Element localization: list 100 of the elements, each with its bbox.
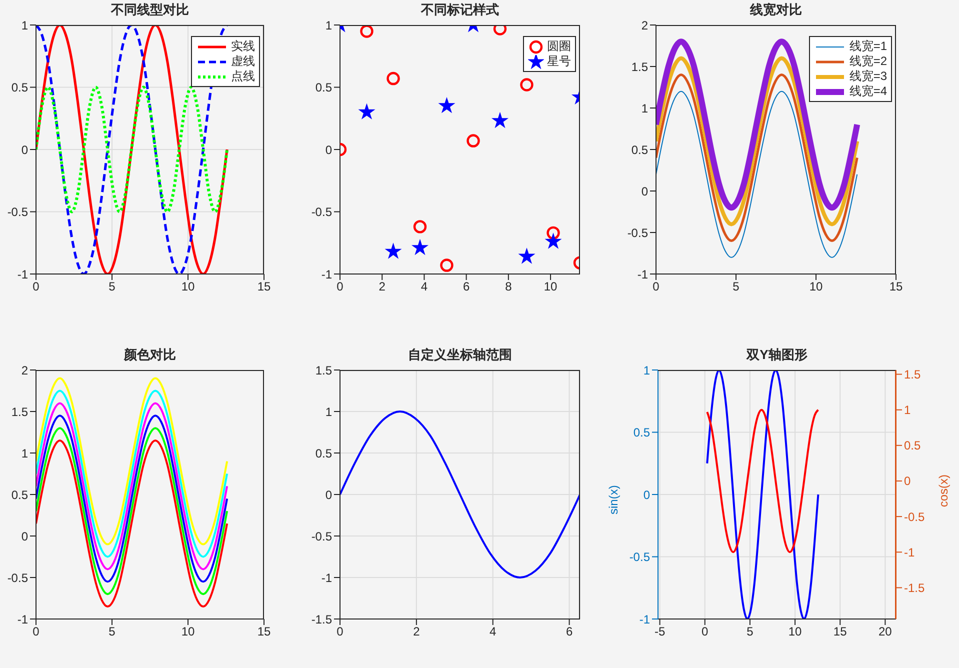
y-tick-label: 0.5 bbox=[315, 80, 332, 95]
x-tick-label: 15 bbox=[257, 280, 271, 294]
point bbox=[520, 78, 534, 92]
y-tick-label: 0 bbox=[21, 529, 28, 544]
legend-label: 线宽=3 bbox=[849, 69, 887, 84]
line-series bbox=[340, 410, 580, 578]
y-tick-label: 0 bbox=[643, 488, 650, 502]
x-tick-label: 0 bbox=[336, 624, 344, 639]
x-tick-label: 20 bbox=[878, 624, 892, 639]
x-tick-label: 15 bbox=[889, 280, 903, 294]
y2-tick-label: 1.5 bbox=[904, 368, 922, 382]
x-tick-label: 5 bbox=[108, 280, 116, 294]
x-tick-label: 0 bbox=[336, 280, 344, 294]
y-tick-label: 1.5 bbox=[11, 404, 28, 419]
point bbox=[493, 25, 507, 36]
legend-label: 线宽=4 bbox=[849, 84, 887, 99]
point bbox=[413, 220, 427, 234]
y-tick-label: -1 bbox=[17, 267, 28, 282]
chart-title: 不同线型对比 bbox=[110, 1, 190, 19]
line-series bbox=[656, 56, 860, 226]
y-tick-label: -0.5 bbox=[311, 205, 332, 220]
x-tick-label: 10 bbox=[788, 624, 802, 639]
x-tick-label: 15 bbox=[833, 624, 848, 639]
y-axis-title: sin(x) bbox=[606, 485, 620, 514]
legend-label: 虚线 bbox=[231, 54, 255, 69]
y2-axis-title: cos(x) bbox=[936, 474, 950, 508]
x-tick-label: -5 bbox=[654, 624, 666, 639]
point bbox=[466, 134, 480, 148]
x-tick-label: 6 bbox=[462, 280, 470, 294]
x-tick-label: 5 bbox=[732, 280, 740, 294]
x-tick-label: 10 bbox=[181, 624, 195, 639]
legend-label: 线宽=1 bbox=[849, 39, 887, 54]
point bbox=[384, 242, 402, 259]
point bbox=[438, 96, 456, 114]
x-tick-label: 4 bbox=[490, 624, 497, 639]
y-tick-label: -0.5 bbox=[629, 550, 650, 564]
y-tick-label: 0 bbox=[325, 142, 332, 157]
y-tick-label: -1 bbox=[637, 267, 648, 282]
y-tick-label: 1 bbox=[325, 18, 332, 32]
line-series bbox=[36, 86, 229, 214]
point bbox=[518, 248, 536, 264]
x-tick-label: 4 bbox=[420, 280, 428, 294]
y-tick-label: 0.5 bbox=[11, 80, 28, 95]
y-tick-label: -1 bbox=[639, 612, 650, 626]
y2-tick-label: -1.5 bbox=[904, 580, 926, 595]
y2-tick-label: 1 bbox=[904, 403, 911, 418]
y2-tick-label: 0 bbox=[904, 474, 911, 488]
chart-title: 线宽对比 bbox=[748, 1, 803, 19]
line-series bbox=[706, 370, 820, 619]
y-tick-label: 1 bbox=[21, 18, 28, 32]
y-tick-label: 1.5 bbox=[631, 60, 648, 74]
y-tick-label: 0 bbox=[325, 488, 332, 502]
x-tick-label: 10 bbox=[181, 280, 195, 294]
y-tick-label: -1.5 bbox=[311, 612, 332, 626]
y-tick-label: 0.5 bbox=[631, 142, 648, 157]
y-tick-label: -1 bbox=[321, 267, 332, 282]
y2-tick-label: 0.5 bbox=[904, 438, 922, 453]
y-tick-label: 1 bbox=[643, 363, 650, 378]
point bbox=[440, 258, 454, 272]
y-tick-label: 0.5 bbox=[633, 426, 650, 440]
y-tick-label: -0.5 bbox=[7, 205, 28, 220]
y-tick-label: -1 bbox=[17, 612, 28, 626]
chart-title: 自定义坐标轴范围 bbox=[407, 346, 513, 364]
x-tick-label: 5 bbox=[746, 624, 754, 639]
x-tick-label: 15 bbox=[257, 624, 271, 639]
x-tick-label: 0 bbox=[702, 624, 709, 639]
x-tick-label: 10 bbox=[809, 280, 823, 294]
chart-title: 双Y轴图形 bbox=[745, 346, 808, 364]
legend-label: 线宽=2 bbox=[849, 54, 887, 69]
y-tick-label: -0.5 bbox=[627, 226, 648, 240]
x-tick-label: 2 bbox=[413, 624, 420, 639]
point bbox=[544, 232, 562, 249]
legend-label: 星号 bbox=[547, 54, 571, 69]
y-tick-label: 2 bbox=[641, 18, 648, 32]
x-tick-label: 2 bbox=[378, 280, 386, 294]
y-tick-label: 2 bbox=[21, 363, 28, 378]
x-tick-label: 5 bbox=[108, 624, 116, 639]
line-series bbox=[706, 408, 820, 554]
legend-label: 点线 bbox=[231, 69, 255, 84]
y-tick-label: 1.5 bbox=[315, 363, 332, 378]
legend-label: 圆圈 bbox=[547, 39, 571, 54]
legend-label: 实线 bbox=[231, 39, 255, 54]
x-tick-label: 10 bbox=[544, 280, 558, 294]
chart-title: 颜色对比 bbox=[122, 346, 177, 364]
y-tick-label: -1 bbox=[321, 570, 332, 585]
y2-tick-label: -0.5 bbox=[904, 510, 926, 524]
point bbox=[546, 226, 560, 240]
point bbox=[386, 72, 400, 86]
x-tick-label: 0 bbox=[32, 280, 40, 294]
x-tick-label: 8 bbox=[505, 280, 512, 294]
y-tick-label: 0 bbox=[641, 184, 648, 198]
y-tick-label: 0.5 bbox=[315, 446, 332, 460]
y-tick-label: 0 bbox=[21, 142, 28, 157]
x-tick-label: 6 bbox=[566, 624, 573, 639]
x-tick-label: 0 bbox=[652, 280, 660, 294]
y-tick-label: -0.5 bbox=[7, 570, 28, 585]
point bbox=[411, 238, 429, 256]
point bbox=[491, 112, 509, 128]
y-tick-label: 1 bbox=[325, 404, 332, 419]
y-tick-label: -0.5 bbox=[311, 529, 332, 544]
